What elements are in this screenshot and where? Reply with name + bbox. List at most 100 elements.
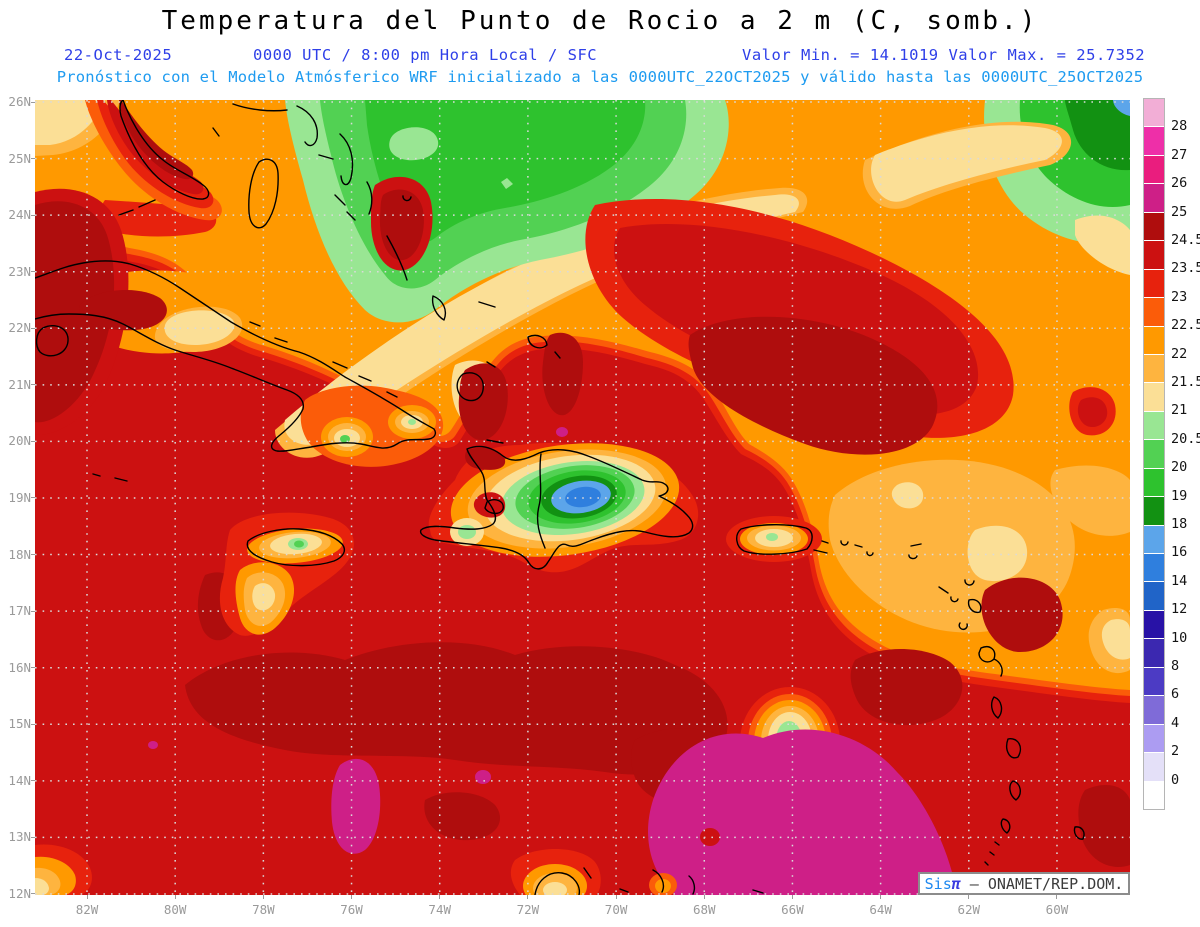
y-tick-label: 18N (8, 546, 31, 562)
map-plot-area (35, 100, 1130, 895)
magenta-dot-1 (475, 770, 491, 784)
x-tick-label: 66W (781, 902, 804, 917)
y-tick-mark (31, 836, 35, 838)
colorbar-label: 10 (1171, 629, 1188, 646)
run-time: 0000 UTC / 8:00 pm Hora Local / SFC (253, 46, 598, 64)
ne-corner-blue-dot (1113, 100, 1130, 116)
x-tick-label: 72W (516, 902, 540, 917)
coast-cuba-cays (249, 321, 398, 398)
y-tick-mark (31, 440, 35, 442)
colorbar-label: 0 (1171, 771, 1180, 788)
west-cuba-pale-yellow (164, 310, 235, 345)
x-tick-label: 60W (1045, 902, 1069, 917)
y-tick-mark (31, 327, 35, 329)
colorbar-cell (1144, 155, 1164, 185)
y-tick-label: 16N (8, 659, 31, 675)
pr-green-dot (766, 533, 778, 541)
colorbar-label: 22 (1171, 345, 1188, 362)
attribution-pi-icon: π (951, 874, 961, 893)
x-tick-mark (1056, 895, 1058, 899)
colorbar-cell (1144, 753, 1164, 782)
colorbar-cell (1144, 497, 1164, 526)
colorbar (1143, 98, 1165, 810)
y-tick-label: 15N (8, 716, 31, 732)
attribution-box: Sis π – ONAMET/REP.DOM. (918, 872, 1130, 895)
colorbar-label: 16 (1171, 544, 1188, 561)
colorbar-cell (1144, 667, 1164, 697)
diagonal-light-orange-band (275, 187, 808, 458)
colorbar-cell (1144, 582, 1164, 611)
colorbar-cell (1144, 298, 1164, 327)
florida-dark-core (119, 100, 194, 180)
nw-corner-pale-yellow (35, 100, 105, 145)
x-tick-label: 74W (428, 902, 452, 917)
y-tick-label: 21N (8, 376, 31, 392)
y-tick-label: 24N (8, 207, 31, 223)
colorbar-label: 23 (1171, 288, 1188, 305)
coast-virgin-islands (813, 540, 874, 557)
attribution-sis: Sis (924, 874, 952, 893)
colorbar-label: 28 (1171, 118, 1188, 135)
colorbar-label: 23.5 (1171, 260, 1200, 277)
x-tick-mark (615, 895, 617, 899)
ne-streak-pale-yellow (871, 125, 1062, 202)
colorbar-cell (1144, 411, 1164, 441)
magenta-dot-north (556, 427, 568, 437)
lat-lon-grid (35, 100, 1130, 895)
tongue-dark-1 (542, 332, 583, 416)
secuba-spotA-green (340, 435, 350, 443)
west-dark-mass (35, 201, 115, 423)
y-tick-mark (31, 384, 35, 386)
x-tick-mark (880, 895, 882, 899)
ne-edge-pale-yellow (1075, 215, 1130, 275)
abc-py (543, 882, 567, 895)
x-tick-mark (174, 895, 176, 899)
x-tick-mark (351, 895, 353, 899)
ne-corner-dark-green (1065, 100, 1130, 171)
x-tick-label: 68W (692, 902, 716, 917)
colorbar-label: 4 (1171, 714, 1180, 731)
magenta-hole-red (700, 828, 720, 846)
ne-dark-red-blob (688, 316, 938, 455)
magenta-right-blob (648, 729, 957, 895)
y-tick-mark (31, 101, 35, 103)
x-tick-mark (86, 895, 88, 899)
y-tick-label: 12N (8, 885, 31, 901)
coast-florida (119, 100, 210, 200)
y-tick-label: 13N (8, 829, 31, 845)
coast-isle-of-youth (35, 324, 69, 357)
colorbar-label: 25 (1171, 203, 1188, 220)
colorbar-cell (1144, 241, 1164, 270)
x-tick-label: 70W (604, 902, 628, 917)
x-tick-mark (791, 895, 793, 899)
midright-red-spot-core (1077, 397, 1108, 428)
y-tick-mark (31, 214, 35, 216)
run-info-line: 22-Oct-2025 0000 UTC / 8:00 pm Hora Loca… (0, 46, 1200, 66)
y-tick-mark (31, 667, 35, 669)
midright-pale-1 (967, 525, 1028, 582)
coast-puerto-rico (736, 524, 813, 555)
hispaniola-deep-blue (565, 486, 601, 508)
x-tick-mark (703, 895, 705, 899)
x-tick-label: 64W (869, 902, 892, 917)
y-tick-label: 22N (8, 320, 31, 336)
magenta-left-blob (331, 758, 381, 854)
colorbar-label: 8 (1171, 658, 1180, 674)
x-tick-mark (527, 895, 529, 899)
colorbar-label: 21 (1171, 402, 1188, 419)
colorbar-label: 19 (1171, 487, 1188, 504)
colorbar-label: 21.5 (1171, 374, 1200, 390)
colorbar-label: 14 (1171, 572, 1188, 589)
colorbar-cell (1144, 639, 1164, 668)
y-tick-label: 23N (8, 263, 31, 279)
colorbar-label: 20 (1171, 459, 1188, 476)
east-dark-blob (850, 648, 963, 726)
coast-hispaniola (419, 445, 694, 570)
right-edge-blob-py (1101, 619, 1130, 660)
coast-bahamas (212, 103, 561, 402)
y-tick-label: 26N (8, 94, 31, 109)
colorbar-cell (1144, 99, 1164, 128)
swcorner-py (35, 878, 49, 895)
x-tick-mark (262, 895, 264, 899)
colorbar-cell (1144, 354, 1164, 384)
